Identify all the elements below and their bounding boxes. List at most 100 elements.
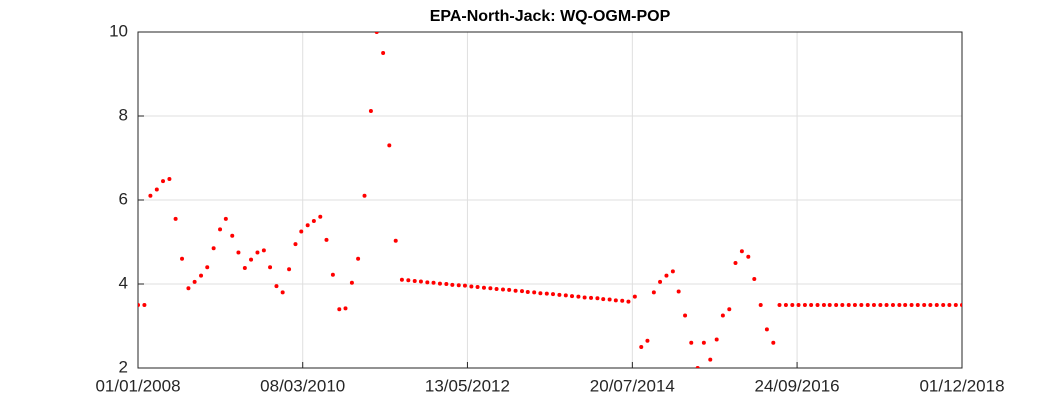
point xyxy=(462,283,467,288)
point xyxy=(915,303,920,307)
point xyxy=(368,108,373,113)
point xyxy=(620,298,625,303)
point xyxy=(645,338,650,343)
point xyxy=(720,313,725,318)
point xyxy=(450,282,455,287)
point xyxy=(947,303,952,307)
point xyxy=(330,272,335,277)
point xyxy=(846,303,851,307)
point xyxy=(525,289,530,294)
point xyxy=(167,177,172,181)
point xyxy=(922,303,927,307)
point xyxy=(138,303,140,307)
point xyxy=(154,187,159,192)
point xyxy=(444,282,449,286)
point xyxy=(815,303,820,307)
point xyxy=(934,303,939,307)
point xyxy=(909,303,914,307)
point xyxy=(268,265,273,270)
point xyxy=(859,303,864,307)
point xyxy=(589,295,594,300)
point xyxy=(802,303,807,307)
point xyxy=(827,303,832,307)
point xyxy=(173,216,178,221)
point xyxy=(469,284,474,289)
y-tick-label: 4 xyxy=(119,273,128,292)
point xyxy=(387,143,392,148)
point xyxy=(752,276,757,281)
point xyxy=(299,229,304,234)
point xyxy=(362,193,367,198)
point xyxy=(557,292,562,297)
point xyxy=(714,337,719,342)
point xyxy=(664,273,669,278)
point xyxy=(412,279,417,284)
point xyxy=(192,279,197,284)
point xyxy=(280,290,285,295)
point xyxy=(897,303,902,307)
point xyxy=(199,273,204,278)
point xyxy=(683,313,688,318)
point xyxy=(161,179,166,184)
points xyxy=(138,32,962,368)
point xyxy=(708,357,713,362)
y-tick-label: 8 xyxy=(119,105,128,124)
point xyxy=(632,294,637,299)
point xyxy=(878,303,883,307)
point xyxy=(218,227,223,232)
point xyxy=(582,295,587,300)
point xyxy=(456,283,461,288)
point xyxy=(651,290,656,295)
point xyxy=(437,281,442,286)
point xyxy=(865,303,870,307)
point xyxy=(960,303,962,307)
point xyxy=(356,256,361,261)
point xyxy=(274,284,279,289)
chart-title: EPA-North-Jack: WQ-OGM-POP xyxy=(430,8,671,25)
point xyxy=(513,288,518,293)
point xyxy=(790,303,795,307)
plot-frame xyxy=(137,31,963,369)
point xyxy=(381,51,386,55)
point xyxy=(576,294,581,299)
point xyxy=(928,303,933,307)
point xyxy=(764,327,769,332)
point xyxy=(550,292,555,297)
point xyxy=(500,287,505,292)
point xyxy=(852,303,857,307)
point xyxy=(834,303,839,307)
point xyxy=(488,286,493,291)
point xyxy=(758,303,763,307)
point xyxy=(701,340,706,345)
point xyxy=(890,303,895,307)
point xyxy=(563,293,568,298)
point xyxy=(287,267,292,272)
point xyxy=(771,340,776,345)
y-tick-label: 2 xyxy=(119,357,128,376)
point xyxy=(318,214,323,219)
point xyxy=(840,303,845,307)
point xyxy=(903,303,908,307)
point xyxy=(205,265,210,270)
point xyxy=(595,296,600,301)
x-tick-label: 01/12/2018 xyxy=(919,376,1004,395)
point xyxy=(538,291,543,296)
y-tick-label: 6 xyxy=(119,189,128,208)
point xyxy=(727,307,732,312)
point xyxy=(777,303,782,307)
point xyxy=(481,285,486,290)
point xyxy=(733,261,738,265)
point xyxy=(399,277,404,282)
point xyxy=(639,345,644,349)
point xyxy=(374,32,379,34)
x-tick-label: 01/01/2008 xyxy=(95,376,180,395)
point xyxy=(601,297,606,302)
point xyxy=(148,193,153,198)
point xyxy=(406,278,411,283)
y-tick-label: 10 xyxy=(109,21,128,40)
point xyxy=(746,254,751,259)
point xyxy=(293,242,298,247)
